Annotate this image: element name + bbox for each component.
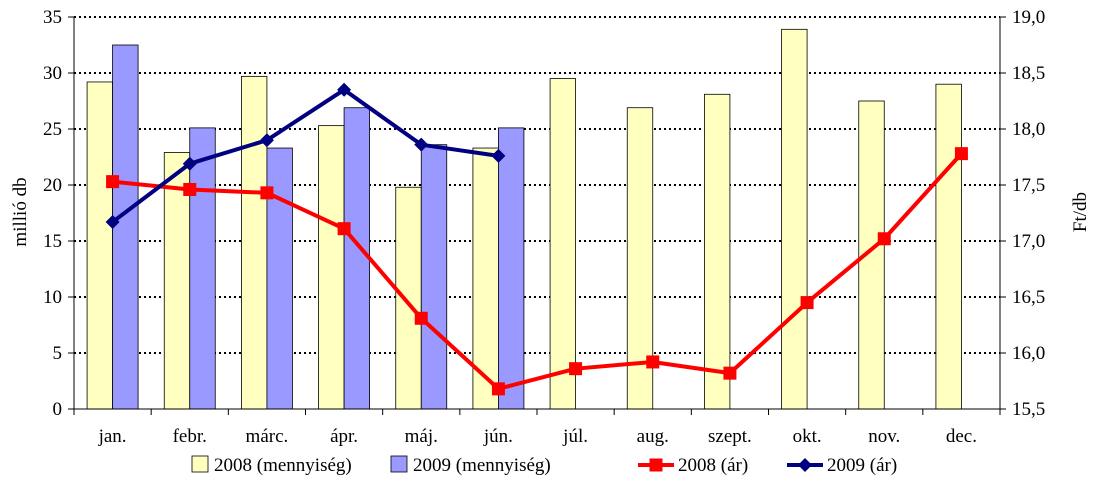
bars (86, 28, 962, 410)
marker-diamond (798, 458, 812, 472)
legend-label: 2008 (mennyiség) (214, 455, 352, 476)
marker-square (569, 362, 583, 376)
marker-diamond (491, 148, 506, 163)
y2-tick-label: 19,0 (1012, 7, 1045, 28)
bar (704, 93, 731, 410)
legend-swatch (390, 455, 408, 473)
marker-diamond (414, 137, 429, 152)
left-axis-ticks: 0 5 10 15 20 25 30 35 (43, 7, 62, 420)
bar (420, 144, 448, 410)
axes (68, 16, 1006, 415)
marker-square (723, 366, 737, 380)
y2-tick-label: 18,5 (1012, 63, 1045, 84)
category-label: szept. (708, 426, 752, 447)
legend-label: 2009 (mennyiség) (413, 455, 551, 476)
bar (86, 81, 113, 410)
bar (343, 107, 370, 410)
category-label: jan. (98, 426, 127, 447)
y2-tick-label: 16,5 (1012, 287, 1045, 308)
bar (498, 127, 525, 410)
marker-square (954, 147, 968, 161)
bar (112, 44, 139, 410)
marker-diamond (105, 214, 120, 229)
category-label: máj. (405, 426, 438, 447)
category-label: ápr. (330, 426, 358, 447)
y-axis-title: millió db (10, 177, 31, 246)
marker-square (491, 382, 505, 396)
bar (549, 78, 576, 410)
y-tick-label: 30 (43, 63, 62, 84)
bar (395, 186, 422, 410)
y2-tick-label: 16,0 (1012, 343, 1045, 364)
category-label: jún. (483, 426, 513, 447)
y-tick-label: 5 (53, 343, 63, 364)
marker-square (337, 222, 351, 236)
marker-square (877, 232, 891, 246)
bar (781, 28, 808, 410)
y-tick-label: 15 (43, 231, 62, 252)
series-line (111, 87, 499, 224)
series-line (112, 152, 963, 391)
category-label: márc. (246, 426, 289, 447)
legend-swatch (191, 455, 209, 473)
bar (189, 127, 216, 410)
marker-diamond (259, 133, 274, 148)
category-label: aug. (637, 426, 669, 447)
category-label: dec. (946, 426, 977, 447)
y2-tick-label: 18,0 (1012, 119, 1045, 140)
marker-square (260, 186, 274, 200)
legend-label: 2008 (ár) (678, 455, 748, 476)
marker-square (106, 175, 120, 189)
bar (241, 75, 268, 410)
bar (935, 83, 962, 410)
gridlines (74, 16, 1000, 354)
category-label: nov. (868, 426, 900, 447)
y2-tick-label: 17,0 (1012, 231, 1045, 252)
marker-diamond (182, 156, 197, 171)
y-tick-label: 35 (43, 7, 62, 28)
category-label: febr. (173, 426, 207, 447)
category-ticks: jan. febr. márc. ápr. máj. jún. júl. aug. szept.… (98, 426, 977, 447)
y-tick-label: 0 (53, 399, 63, 420)
category-label: júl. (562, 426, 588, 447)
y2-tick-label: 17,5 (1012, 175, 1045, 196)
category-label: okt. (793, 426, 822, 447)
marker-square (183, 182, 197, 196)
legend: 2008 (mennyiség) 2009 (mennyiség) 2008 (ár… (191, 455, 897, 476)
bar (318, 125, 345, 410)
right-axis-ticks: 15,5 16,0 16,5 17,0 17,5 18,0 18,5 19,0 (1012, 7, 1045, 420)
y2-tick-label: 15,5 (1012, 399, 1045, 420)
bar (472, 147, 499, 410)
y2-axis-title: Ft/db (1070, 192, 1091, 232)
y-tick-label: 10 (43, 287, 62, 308)
y-tick-label: 20 (43, 175, 62, 196)
marker-square (649, 458, 663, 472)
legend-label: 2009 (ár) (827, 455, 897, 476)
marker-square (800, 296, 814, 310)
price-lines (105, 82, 968, 396)
marker-square (646, 355, 660, 369)
marker-diamond (337, 82, 352, 97)
y-tick-label: 25 (43, 119, 62, 140)
marker-square (414, 311, 428, 325)
